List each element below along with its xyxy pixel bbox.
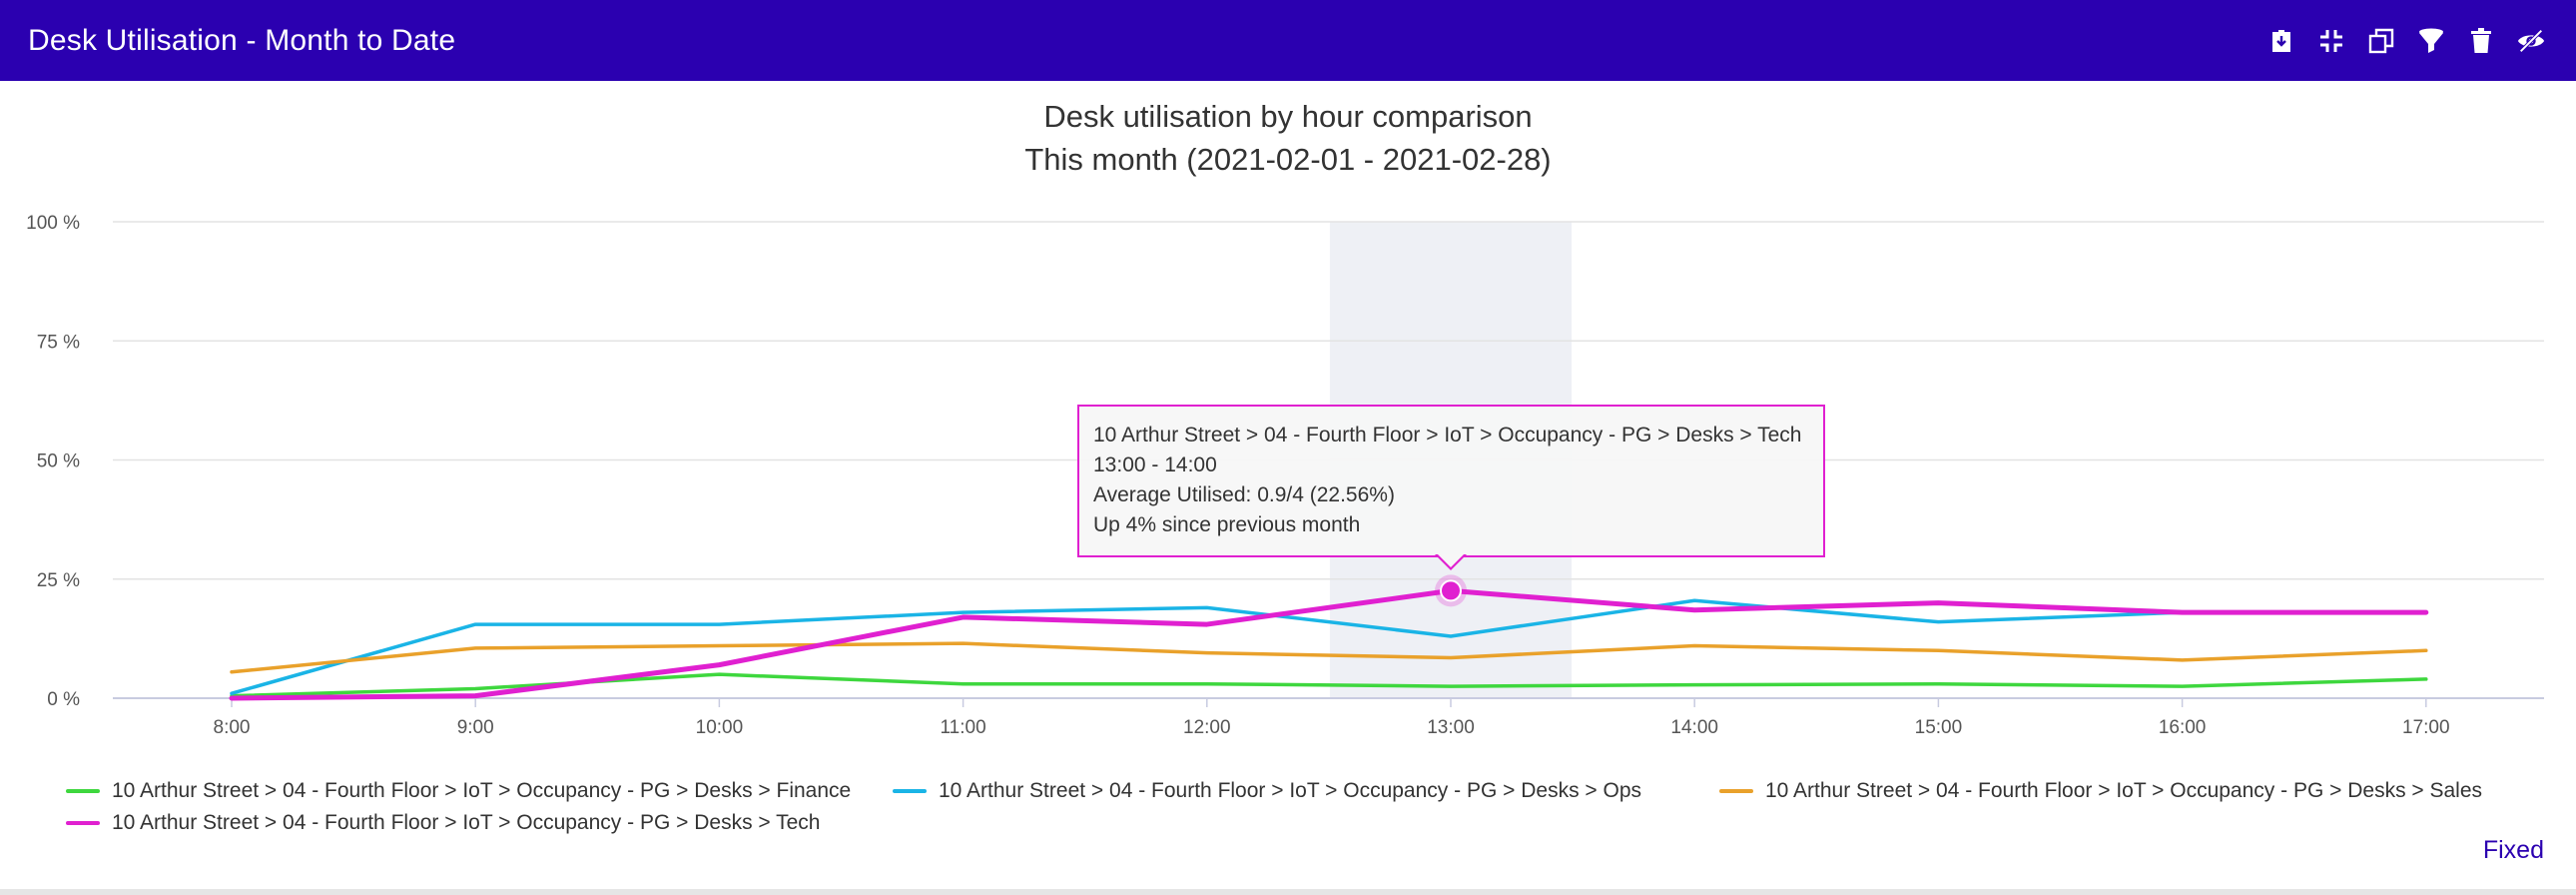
- chart-subtitle: This month (2021-02-01 - 2021-02-28): [1024, 142, 1551, 177]
- legend-row-1: 10 Arthur Street > 04 - Fourth Floor > I…: [66, 779, 2502, 809]
- tooltip-change: Up 4% since previous month: [1093, 513, 1361, 536]
- hover-point: [1440, 579, 1462, 602]
- chart-tooltip: 10 Arthur Street > 04 - Fourth Floor > I…: [1077, 405, 1825, 557]
- y-tick-label: 0 %: [47, 689, 80, 710]
- tooltip-time: 13:00 - 14:00: [1093, 453, 1217, 476]
- x-tick-label: 10:00: [696, 717, 744, 738]
- y-tick-label: 75 %: [37, 332, 80, 353]
- x-tick-label: 14:00: [1670, 717, 1718, 738]
- legend-item-tech[interactable]: 10 Arthur Street > 04 - Fourth Floor > I…: [66, 811, 820, 835]
- x-tick-label: 11:00: [941, 717, 986, 738]
- fixed-link[interactable]: Fixed: [2482, 836, 2544, 864]
- y-tick-label: 25 %: [37, 570, 80, 591]
- tooltip-caret-fill: [1438, 554, 1464, 567]
- widget-title: Desk Utilisation - Month to Date: [28, 24, 456, 57]
- y-tick-label: 100 %: [26, 213, 80, 234]
- legend-item-sales[interactable]: 10 Arthur Street > 04 - Fourth Floor > I…: [1719, 779, 2482, 803]
- series-line-1: [230, 598, 2428, 695]
- y-tick-label: 50 %: [37, 451, 80, 472]
- collapse-icon[interactable]: [2316, 26, 2346, 56]
- legend-swatch-tech: [66, 821, 100, 825]
- tooltip-series: 10 Arthur Street > 04 - Fourth Floor > I…: [1093, 424, 1802, 447]
- legend-item-ops[interactable]: 10 Arthur Street > 04 - Fourth Floor > I…: [893, 779, 1641, 803]
- download-icon[interactable]: [2266, 26, 2296, 56]
- legend-row-2: 10 Arthur Street > 04 - Fourth Floor > I…: [66, 811, 2502, 841]
- x-tick-label: 8:00: [214, 717, 251, 738]
- hide-icon[interactable]: [2516, 26, 2546, 56]
- legend-swatch-ops: [893, 789, 927, 793]
- x-tick-label: 16:00: [2159, 717, 2207, 738]
- x-tick-label: 17:00: [2402, 717, 2450, 738]
- x-tick-label: 9:00: [457, 717, 494, 738]
- chart-title: Desk utilisation by hour comparison: [1043, 99, 1532, 134]
- copy-icon[interactable]: [2366, 26, 2396, 56]
- widget-header: Desk Utilisation - Month to Date: [0, 0, 2576, 81]
- legend-label-tech: 10 Arthur Street > 04 - Fourth Floor > I…: [112, 811, 821, 834]
- x-tick-label: 13:00: [1427, 717, 1475, 738]
- filter-icon[interactable]: [2416, 26, 2446, 56]
- trash-icon[interactable]: [2466, 26, 2496, 56]
- legend-swatch-sales: [1719, 789, 1753, 793]
- x-tick-label: 12:00: [1183, 717, 1231, 738]
- legend-label-ops: 10 Arthur Street > 04 - Fourth Floor > I…: [939, 779, 1642, 802]
- series-line-2: [230, 641, 2428, 674]
- widget-toolbar: [2266, 0, 2546, 81]
- legend-label-sales: 10 Arthur Street > 04 - Fourth Floor > I…: [1765, 779, 2483, 802]
- legend-swatch-finance: [66, 789, 100, 793]
- legend-item-finance[interactable]: 10 Arthur Street > 04 - Fourth Floor > I…: [66, 779, 851, 803]
- tooltip-average: Average Utilised: 0.9/4 (22.56%): [1093, 483, 1395, 506]
- legend-label-finance: 10 Arthur Street > 04 - Fourth Floor > I…: [112, 779, 852, 802]
- x-tick-label: 15:00: [1915, 717, 1963, 738]
- series-line-3: [229, 587, 2429, 701]
